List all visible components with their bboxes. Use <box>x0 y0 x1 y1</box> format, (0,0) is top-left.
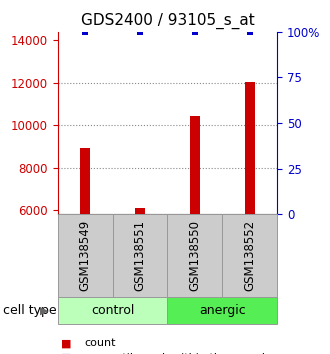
Text: ■: ■ <box>61 338 72 348</box>
Title: GDS2400 / 93105_s_at: GDS2400 / 93105_s_at <box>81 13 254 29</box>
Text: ■: ■ <box>61 353 72 354</box>
Bar <box>135 208 145 214</box>
Text: count: count <box>84 338 116 348</box>
Text: GSM138552: GSM138552 <box>243 220 256 291</box>
Text: GSM138549: GSM138549 <box>79 220 92 291</box>
Bar <box>190 116 200 214</box>
Text: anergic: anergic <box>199 304 246 317</box>
Bar <box>80 148 90 214</box>
Text: percentile rank within the sample: percentile rank within the sample <box>84 353 272 354</box>
Text: ▶: ▶ <box>40 306 48 316</box>
Text: GSM138550: GSM138550 <box>188 220 201 291</box>
Text: cell type: cell type <box>3 304 57 317</box>
Bar <box>245 82 255 214</box>
Text: control: control <box>91 304 134 317</box>
Text: GSM138551: GSM138551 <box>134 220 147 291</box>
